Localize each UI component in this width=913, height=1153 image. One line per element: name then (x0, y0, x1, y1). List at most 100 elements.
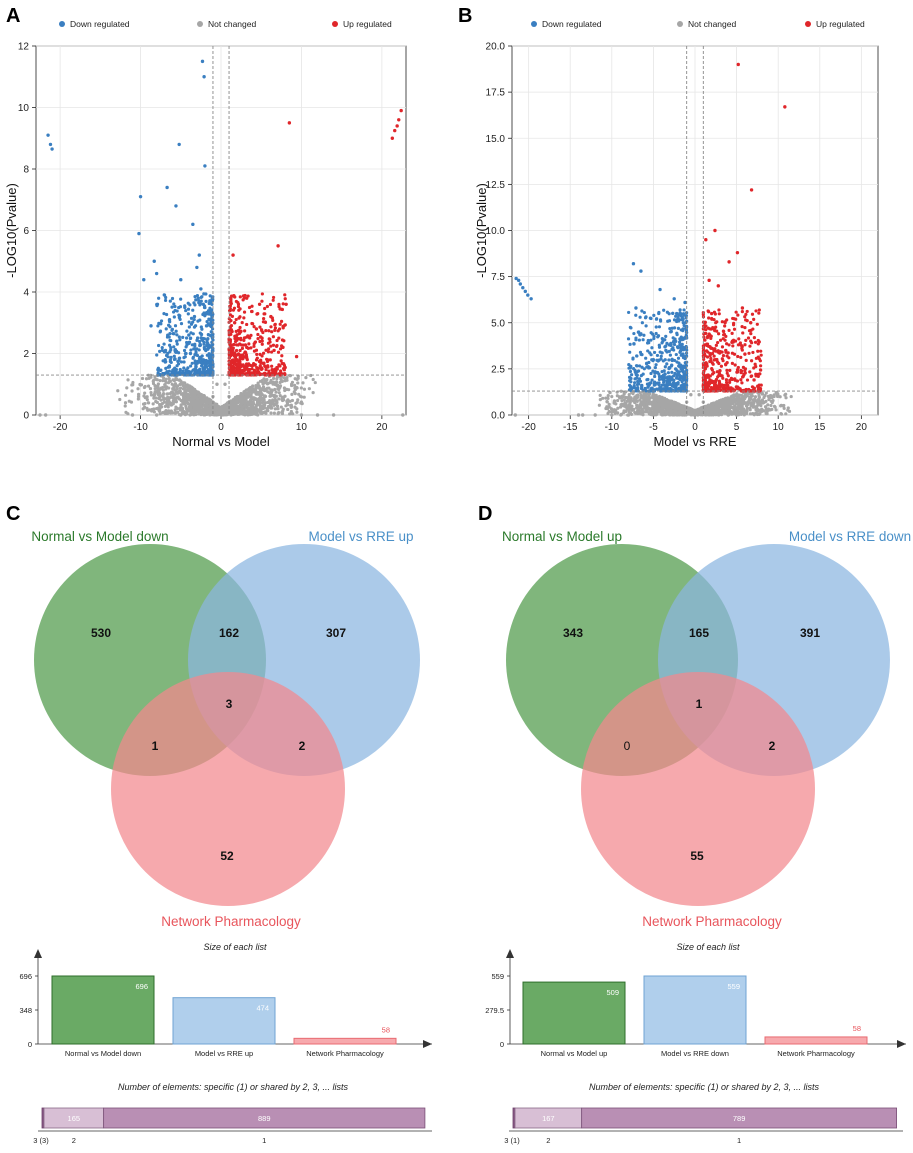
point-not-changed (682, 404, 686, 408)
point-not-changed (229, 401, 233, 406)
point-down-regulated (183, 305, 187, 310)
point-not-changed (739, 399, 743, 403)
point-down-regulated (655, 387, 659, 391)
point-not-changed (638, 410, 642, 414)
point-down-regulated (666, 371, 671, 375)
point-down-regulated (201, 312, 205, 317)
point-up-regulated (254, 358, 259, 362)
point-down-regulated (635, 373, 639, 377)
point-down-regulated (173, 304, 177, 309)
point-down-regulated (649, 338, 653, 342)
point-not-changed (652, 410, 656, 414)
point-down-regulated (628, 342, 632, 346)
point-down-regulated (192, 368, 196, 372)
point-not-changed (601, 396, 605, 400)
point-down-regulated (676, 356, 681, 360)
point-not-changed (198, 396, 202, 400)
x-tick-label: -10 (605, 422, 620, 433)
point-not-changed (704, 404, 708, 408)
point-down-regulated (677, 371, 681, 375)
point-up-regulated (229, 347, 234, 351)
point-up-regulated (268, 358, 272, 362)
point-not-changed (732, 395, 736, 400)
point-up-regulated (255, 312, 259, 316)
point-not-changed (255, 411, 259, 415)
point-up-regulated (260, 329, 264, 333)
point-not-changed (665, 412, 670, 416)
point-down-regulated (170, 296, 175, 301)
point-up-regulated (239, 336, 243, 340)
point-not-changed (171, 378, 175, 382)
point-down-regulated (164, 353, 169, 358)
point-up-regulated (278, 347, 283, 351)
point-down-regulated (163, 348, 168, 353)
point-up-regulated (279, 359, 283, 363)
point-up-regulated (744, 338, 748, 342)
point-not-changed (178, 386, 183, 390)
point-not-changed (401, 413, 405, 417)
point-down-regulated (188, 351, 193, 356)
point-down-regulated (169, 360, 173, 365)
x-tick-label: 15 (814, 422, 826, 433)
point-down-regulated (207, 312, 211, 316)
point-up-regulated (256, 332, 260, 337)
point-up-regulated (266, 364, 270, 368)
point-not-changed (178, 382, 182, 386)
point-not-changed (615, 394, 619, 398)
point-not-changed (142, 394, 146, 398)
point-not-changed (622, 390, 626, 395)
point-not-changed (299, 413, 304, 417)
point-up-regulated (272, 348, 276, 353)
point-not-changed (191, 390, 195, 394)
point-up-regulated (259, 367, 264, 371)
point-down-regulated (628, 366, 632, 370)
point-not-changed (662, 412, 666, 417)
point-not-changed (185, 410, 189, 414)
point-down-regulated (189, 348, 193, 352)
point-up-regulated (241, 354, 246, 359)
point-down-regulated (642, 333, 646, 337)
point-not-changed (749, 401, 753, 405)
point-not-changed (201, 394, 206, 399)
point-up-regulated (277, 363, 281, 367)
point-up-regulated (239, 343, 244, 347)
legend-up-label-a: Up regulated (343, 19, 392, 29)
point-down-regulated (679, 363, 683, 367)
point-up-regulated (241, 298, 245, 302)
point-up-regulated (240, 346, 245, 350)
point-not-changed (153, 384, 157, 388)
point-down-regulated (657, 383, 661, 387)
point-down-regulated (205, 320, 209, 324)
point-down-regulated (655, 353, 660, 358)
point-not-changed (273, 387, 277, 392)
point-not-changed (255, 401, 260, 405)
point-not-changed (311, 377, 315, 382)
point-down-regulated (192, 301, 196, 305)
point-up-regulated (233, 371, 237, 375)
point-down-regulated (171, 310, 176, 314)
point-down-regulated (664, 385, 668, 389)
point-not-changed (778, 395, 782, 399)
point-down-regulated (671, 311, 675, 315)
point-not-changed (752, 401, 756, 405)
point-not-changed (642, 397, 646, 401)
point-down-regulated (626, 337, 631, 341)
point-not-changed (152, 394, 156, 398)
point-down-regulated (636, 369, 641, 373)
panel-letter-a: A (6, 5, 20, 27)
point-up-regulated (260, 354, 264, 358)
point-not-changed (618, 395, 622, 399)
point-not-changed (628, 402, 632, 407)
point-not-changed (185, 394, 189, 398)
point-up-regulated (255, 352, 259, 357)
point-not-changed (154, 413, 159, 417)
point-up-regulated (242, 316, 246, 320)
point-down-regulated (643, 316, 648, 320)
point-not-changed (758, 401, 762, 405)
point-down-regulated (206, 345, 210, 350)
point-down-regulated (177, 356, 181, 361)
point-up-regulated (260, 342, 264, 346)
point-down-regulated (660, 337, 664, 341)
point-not-changed (193, 396, 197, 400)
point-down-regulated (203, 360, 207, 364)
